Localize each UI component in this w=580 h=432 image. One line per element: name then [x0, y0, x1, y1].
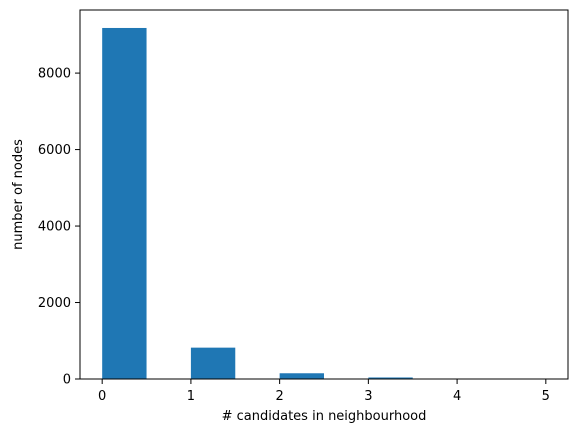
plot-frame [79, 9, 569, 380]
x-tick-label-0: 0 [98, 389, 106, 404]
y-axis-ticks: 0 2000 4000 6000 8000 [38, 67, 80, 388]
histogram-bar-0 [102, 27, 147, 380]
y-tick-label-1: 2000 [38, 296, 71, 311]
x-tick-label-1: 1 [187, 389, 195, 404]
y-tick-label-0: 0 [63, 373, 71, 388]
y-tick-label-4: 8000 [38, 67, 71, 82]
x-axis-label: # candidates in neighbourhood [222, 409, 427, 424]
histogram-bar-4 [279, 373, 324, 379]
y-axis-label: number of nodes [11, 139, 26, 250]
histogram-bar-2 [190, 347, 236, 379]
x-tick-label-3: 3 [364, 389, 372, 404]
histogram-bar-6 [368, 377, 413, 379]
x-tick-label-4: 4 [453, 389, 461, 404]
y-tick-label-3: 6000 [38, 143, 71, 158]
x-tick-label-5: 5 [542, 389, 550, 404]
x-tick-label-2: 2 [275, 389, 283, 404]
bars-group [102, 27, 502, 380]
y-tick-label-2: 4000 [38, 220, 71, 235]
x-axis-ticks: 0 1 2 3 4 5 [98, 379, 550, 404]
